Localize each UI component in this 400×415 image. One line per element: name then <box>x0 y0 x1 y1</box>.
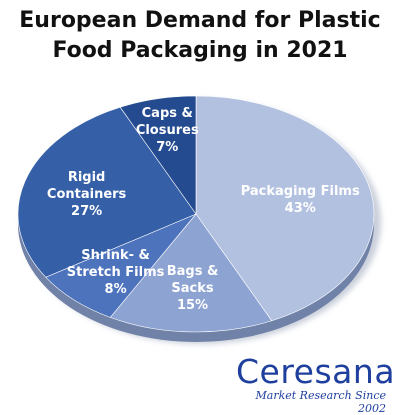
pie-slice-value: 43% <box>285 201 316 216</box>
pie-slice-name: Closures <box>136 123 199 138</box>
pie-slice <box>45 213 197 318</box>
chart-title: European Demand for Plastic Food Packagi… <box>0 6 400 66</box>
brand-tagline: Market Research Since 2002 <box>255 389 387 415</box>
brand-name: Ceresana <box>236 352 396 391</box>
pie-slices <box>17 95 375 333</box>
pie-slice-value: 27% <box>71 204 102 219</box>
pie-labels: Packaging Films 43% Bags & Sacks 15% Shrink- … <box>47 106 360 313</box>
pie-slice-name: Containers <box>47 187 127 202</box>
pie-slice-name: Shrink- & <box>81 248 150 263</box>
pie-slice <box>17 106 197 278</box>
pie-slice-value: 7% <box>156 140 178 155</box>
pie-slice <box>119 95 197 215</box>
pie-slice <box>195 95 375 322</box>
brand-logo: Ceresana Market Research Since 2002 <box>236 352 396 415</box>
chart-title-line-2: Food Packaging in 2021 <box>52 38 348 63</box>
pie-slice-value: 8% <box>105 282 127 297</box>
pie-slice-value: 15% <box>177 298 208 313</box>
pie-slice-label: Rigid Containers 27% <box>47 170 127 219</box>
pie-slice-name: Packaging Films <box>241 184 360 199</box>
pie-slice-label: Bags & Sacks 15% <box>167 264 219 313</box>
pie-slice-name: Caps & <box>142 106 193 121</box>
pie-slice <box>109 213 273 333</box>
pie-slice-name: Rigid <box>68 170 106 185</box>
pie-slice-name: Bags & <box>167 264 219 279</box>
pie-slice-label: Shrink- & Stretch Films 8% <box>67 248 165 297</box>
chart-title-line-1: European Demand for Plastic <box>19 8 381 33</box>
pie-slice-name: Sacks <box>171 281 213 296</box>
pie-slice-label: Packaging Films 43% <box>241 184 360 216</box>
pie-slice-label: Caps & Closures 7% <box>136 106 199 155</box>
pie-slice-name: Stretch Films <box>67 265 165 280</box>
